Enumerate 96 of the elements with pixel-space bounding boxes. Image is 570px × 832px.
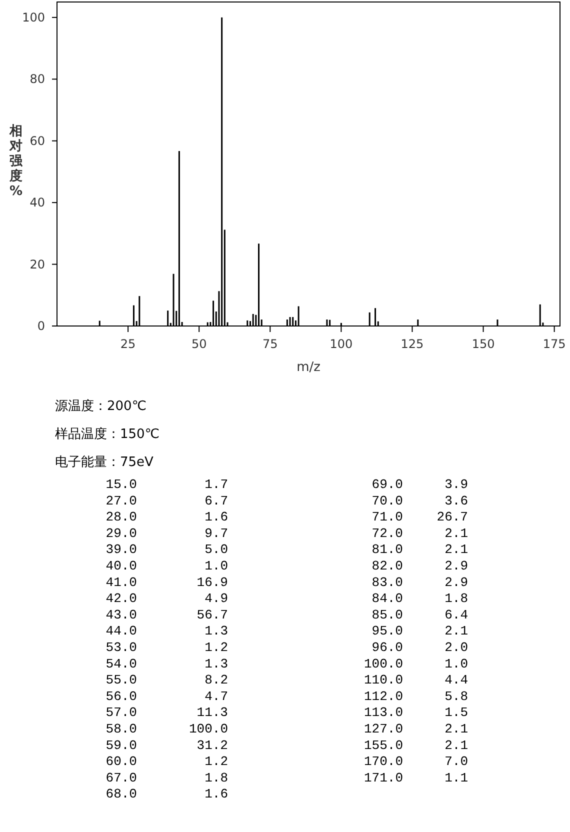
text: 1.8: [444, 591, 468, 606]
x-tick-label: 75: [262, 337, 278, 351]
text: 1.3: [204, 624, 228, 639]
y-tick-label: 100: [22, 10, 45, 24]
text: 源温度：200℃: [55, 398, 146, 414]
text: 6.7: [204, 493, 228, 508]
text: 69.0: [372, 477, 403, 492]
text: 15.0: [106, 477, 137, 492]
text: 4.7: [204, 688, 228, 704]
text: 81.0: [372, 542, 403, 558]
text: 1.0: [444, 656, 468, 672]
text: 1.2: [204, 754, 228, 770]
y-tick-label: 40: [30, 196, 45, 210]
text: 57.0: [106, 705, 137, 720]
text: 155.0: [364, 738, 403, 753]
text: 100.0: [188, 722, 228, 736]
text: 1.7: [204, 477, 228, 492]
text: 1.6: [204, 786, 228, 802]
text: 1.0: [204, 558, 228, 574]
text: 100.0: [364, 656, 403, 672]
text: 8.2: [204, 672, 228, 688]
text: 6.4: [444, 607, 468, 622]
text: 11.3: [196, 705, 228, 720]
text: 127.0: [364, 722, 403, 736]
text: 3.6: [444, 493, 468, 508]
text: 电子能量：75eV: [55, 455, 154, 470]
text: 7.0: [444, 754, 468, 770]
text: 1.5: [444, 705, 468, 720]
text: 95.0: [372, 624, 403, 639]
text: 85.0: [372, 607, 403, 622]
text: 67.0: [106, 770, 137, 786]
text: 72.0: [372, 526, 403, 541]
text: 71.0: [372, 510, 403, 525]
text: 82.0: [372, 558, 403, 574]
text: 96.0: [372, 640, 403, 655]
text: 2.1: [444, 624, 468, 639]
text: 2.0: [444, 640, 468, 655]
x-tick-label: 50: [191, 337, 207, 351]
y-tick-label: 80: [30, 72, 45, 86]
text: 31.2: [196, 738, 228, 753]
text: 2.1: [444, 526, 468, 541]
x-tick-label: 125: [400, 337, 424, 351]
text: 55.0: [106, 672, 137, 688]
text: 58.0: [106, 722, 137, 736]
text: 9.7: [204, 526, 228, 541]
text: 68.0: [106, 786, 137, 802]
text: 2.9: [444, 558, 468, 574]
text: 2.1: [444, 542, 468, 558]
x-axis-title: m/z: [296, 360, 321, 375]
text: 4.4: [444, 672, 468, 688]
text: 39.0: [106, 542, 137, 558]
text: 28.0: [106, 510, 137, 525]
text: 53.0: [106, 640, 137, 655]
x-tick-label: 25: [120, 337, 136, 351]
text: 2.1: [444, 722, 468, 736]
x-tick-label: 100: [330, 337, 353, 351]
text: 3.9: [444, 477, 468, 492]
text: 112.0: [364, 688, 403, 704]
text: 41.0: [106, 574, 137, 590]
x-tick-label: 175: [542, 337, 566, 351]
text: 56.0: [106, 688, 137, 704]
text: 1.2: [204, 640, 228, 655]
text: 42.0: [106, 591, 137, 606]
y-axis-title: 相对强度%: [8, 124, 24, 199]
y-tick-label: 20: [30, 257, 45, 272]
text: 1.8: [204, 770, 228, 786]
text: 29.0: [106, 526, 137, 541]
text: 1.6: [204, 510, 228, 525]
text: 40.0: [106, 558, 137, 574]
text: 5.0: [204, 542, 228, 558]
text: 2.1: [444, 738, 468, 753]
text: 60.0: [106, 754, 137, 770]
text: 1.1: [444, 770, 468, 786]
text: 26.7: [436, 510, 468, 525]
text: 16.9: [196, 574, 228, 590]
text: 54.0: [106, 656, 137, 672]
y-tick-label: 60: [30, 134, 45, 148]
text: 171.0: [364, 770, 403, 786]
y-tick-label: 0: [37, 319, 45, 333]
text: 1.3: [204, 656, 228, 672]
text: 样品温度：150℃: [55, 426, 160, 442]
text: 84.0: [372, 591, 403, 606]
text: 70.0: [372, 493, 403, 508]
text: 5.8: [444, 688, 468, 704]
text: 2.9: [444, 574, 468, 590]
text: 170.0: [364, 754, 403, 770]
text: 56.7: [196, 607, 228, 622]
text: 59.0: [106, 738, 137, 753]
text: 113.0: [364, 705, 403, 720]
text: 43.0: [106, 607, 137, 622]
x-tick-label: 150: [472, 337, 495, 351]
text: 27.0: [106, 493, 137, 508]
text: 83.0: [372, 574, 403, 590]
text: 4.9: [204, 591, 228, 606]
text: 110.0: [364, 672, 403, 688]
text: 44.0: [106, 624, 137, 639]
